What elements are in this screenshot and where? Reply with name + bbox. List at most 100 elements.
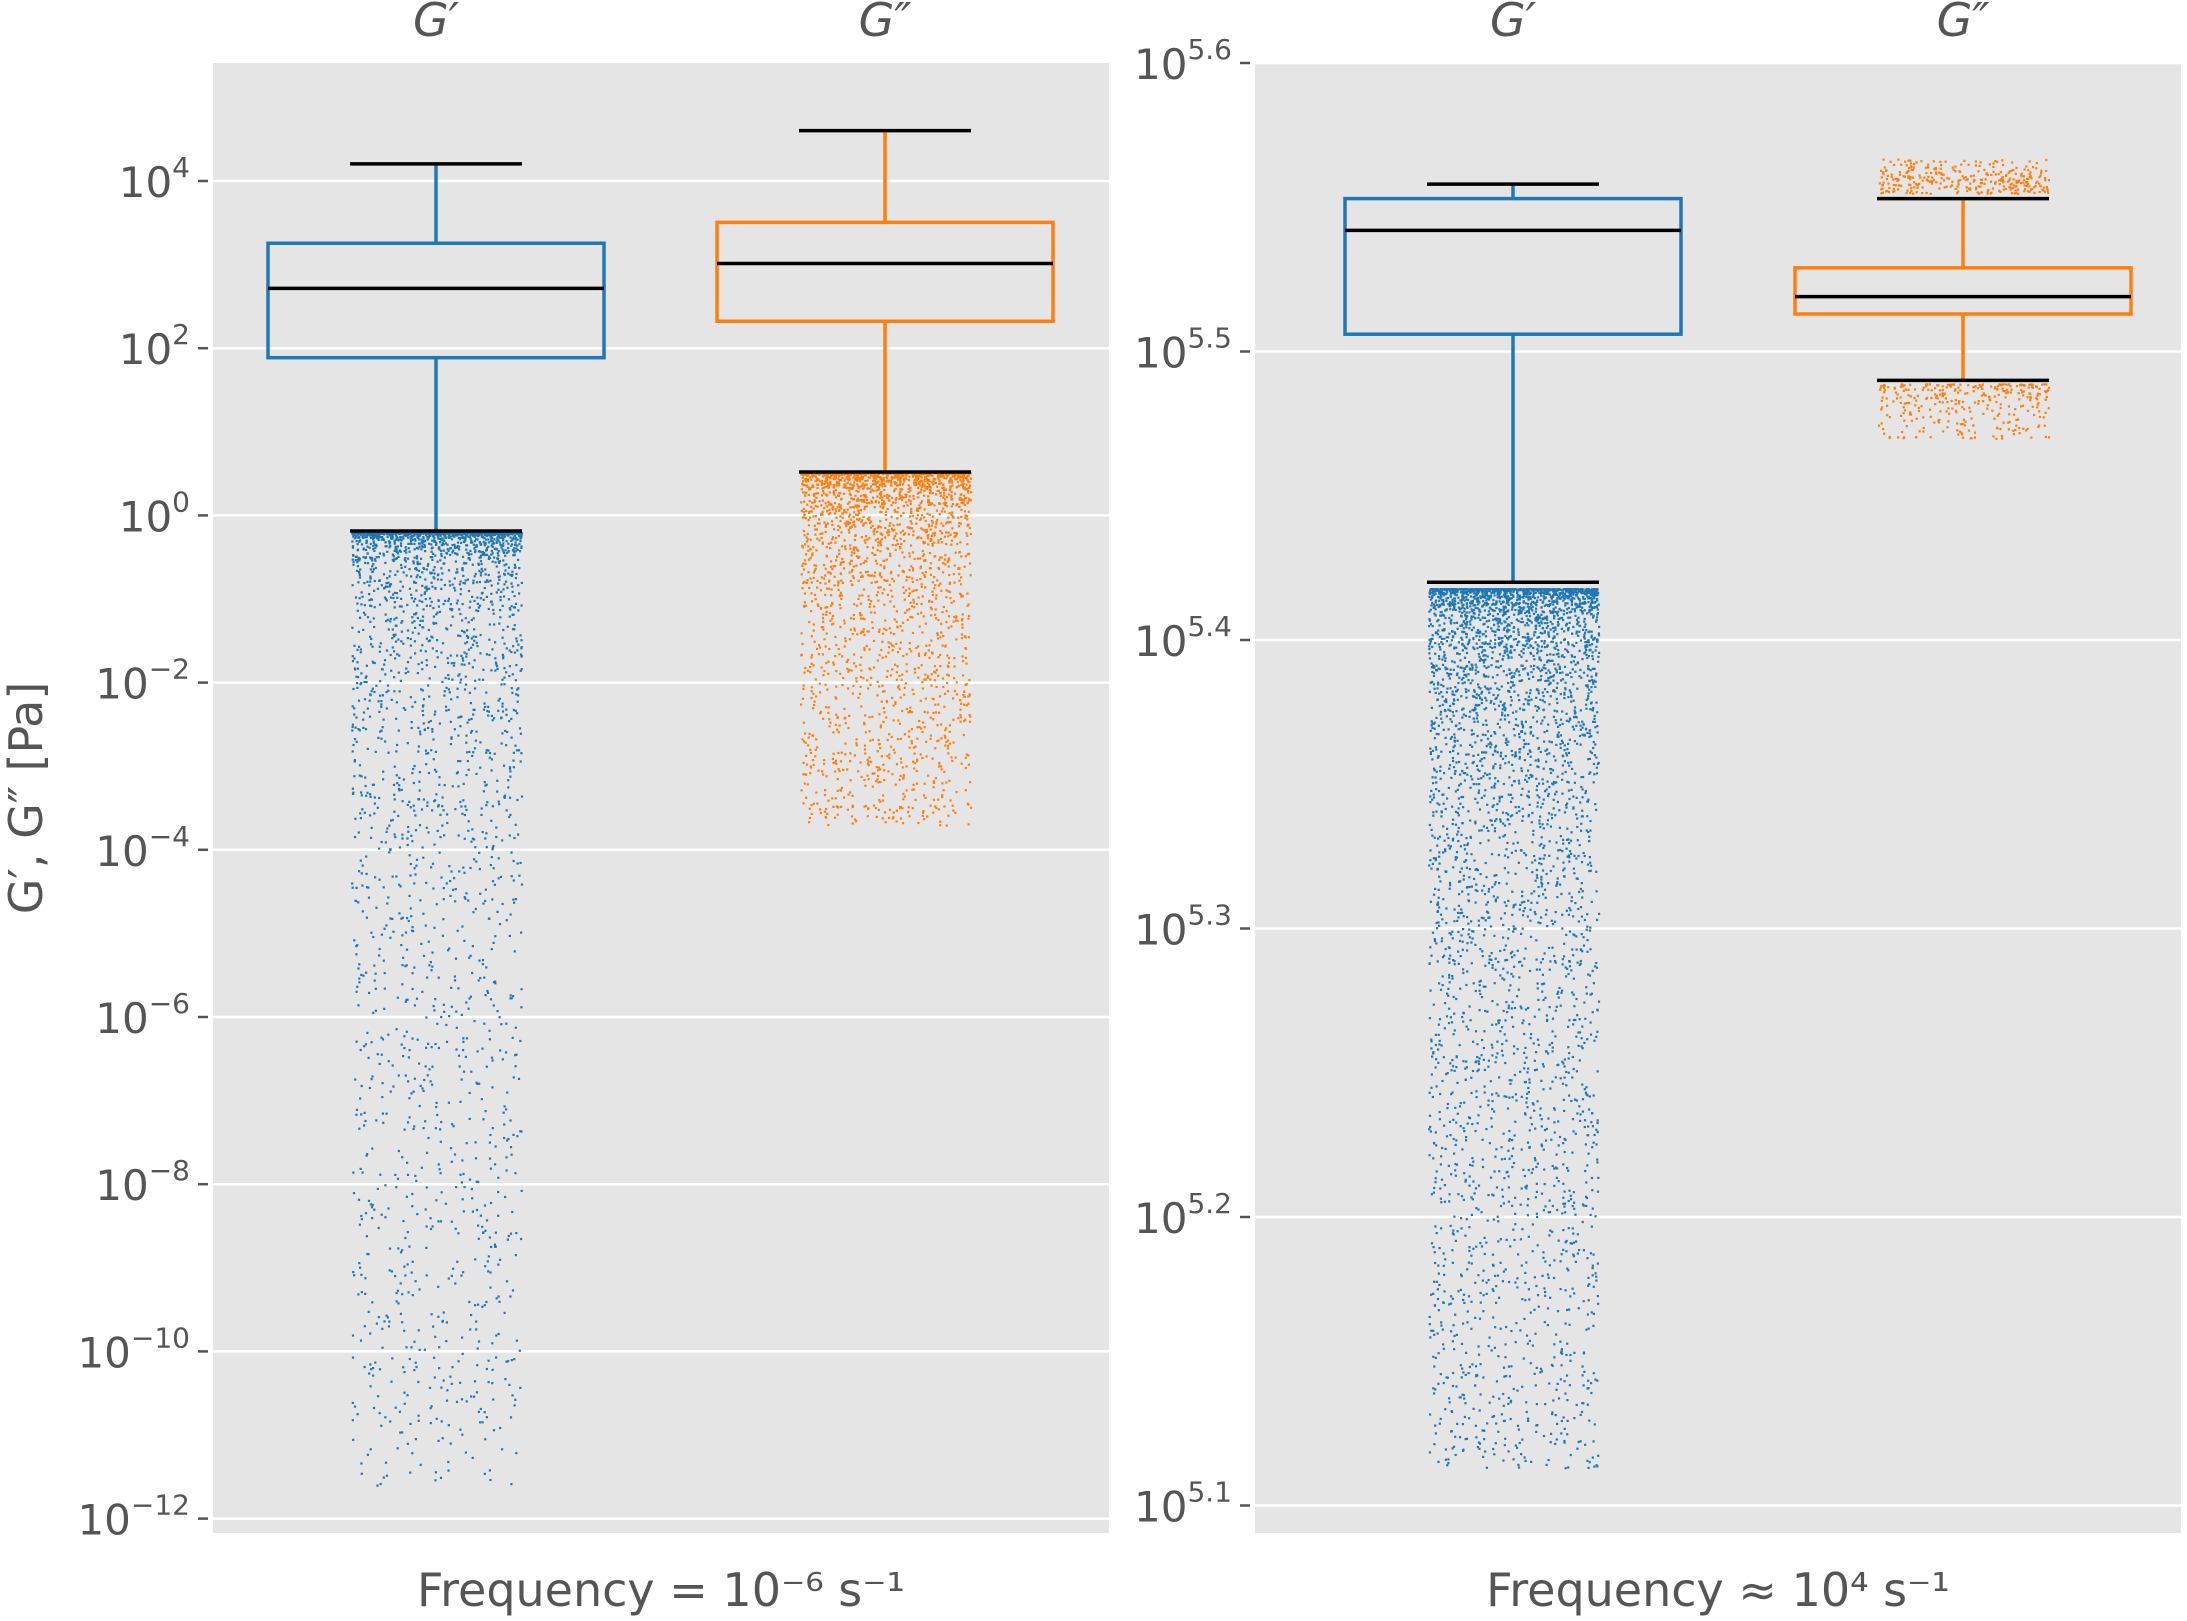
outlier-point — [468, 558, 471, 561]
outlier-point — [807, 493, 810, 497]
outlier-point — [842, 567, 846, 570]
outlier-point — [843, 645, 846, 648]
outlier-point — [457, 1360, 460, 1363]
outlier-point — [918, 726, 921, 729]
outlier-point — [871, 785, 874, 788]
outlier-point — [935, 523, 938, 526]
outlier-point — [891, 527, 894, 530]
outlier-point — [859, 480, 862, 483]
outlier-point — [423, 591, 427, 594]
outlier-point — [895, 809, 898, 812]
outlier-point — [828, 647, 831, 651]
outlier-point — [509, 1119, 512, 1122]
outlier-point — [403, 1035, 406, 1038]
outlier-point — [366, 552, 369, 555]
outlier-point — [896, 665, 899, 668]
outlier-point — [462, 1271, 465, 1274]
outlier-point — [931, 532, 935, 535]
outlier-point — [353, 534, 356, 537]
outlier-point — [503, 572, 506, 575]
outlier-point — [803, 513, 806, 516]
outlier-point — [866, 538, 869, 541]
outlier-point — [825, 479, 828, 482]
outlier-point — [930, 524, 933, 527]
outlier-point — [909, 500, 912, 503]
outlier-point — [958, 572, 961, 576]
outlier-point — [424, 578, 427, 581]
outlier-point — [933, 576, 936, 579]
outlier-point — [440, 651, 443, 654]
outlier-point — [948, 779, 951, 782]
outlier-point — [469, 549, 472, 552]
outlier-point — [488, 1141, 491, 1144]
outlier-point — [960, 576, 963, 579]
outlier-point — [426, 537, 429, 540]
outlier-point — [875, 481, 878, 484]
outlier-point — [515, 1053, 518, 1056]
outlier-point — [445, 1040, 449, 1043]
outlier-point — [855, 604, 859, 607]
outlier-point — [424, 924, 427, 927]
outlier-point — [897, 574, 900, 577]
outlier-point — [871, 621, 874, 624]
outlier-point — [903, 598, 906, 601]
outlier-point — [484, 1438, 487, 1441]
outlier-point — [802, 740, 806, 743]
outlier-point — [365, 539, 368, 542]
outlier-point — [950, 490, 953, 494]
outlier-point — [505, 809, 508, 812]
outlier-point — [947, 739, 950, 742]
outlier-point — [440, 1015, 443, 1019]
outlier-point — [519, 760, 522, 763]
outlier-point — [836, 716, 839, 719]
outlier-point — [853, 627, 856, 630]
outlier-point — [437, 599, 440, 602]
outlier-point — [885, 518, 888, 521]
outlier-point — [935, 493, 938, 496]
outlier-point — [961, 498, 964, 501]
outlier-point — [370, 598, 374, 601]
outlier-point — [937, 619, 940, 622]
outlier-point — [352, 1192, 356, 1195]
outlier-point — [856, 548, 859, 551]
outlier-point — [514, 537, 518, 540]
outlier-point — [848, 714, 851, 717]
outlier-point — [871, 524, 874, 527]
outlier-point — [952, 718, 955, 721]
outlier-point — [427, 1136, 430, 1140]
outlier-point — [430, 1313, 433, 1316]
outlier-point — [856, 479, 859, 482]
outlier-point — [519, 732, 522, 735]
outlier-point — [411, 705, 414, 708]
outlier-point — [425, 1186, 428, 1189]
outlier-point — [878, 483, 882, 486]
outlier-point — [374, 987, 377, 990]
outlier-point — [827, 587, 831, 590]
outlier-point — [475, 1180, 478, 1183]
outlier-point — [837, 768, 840, 771]
outlier-point — [368, 584, 371, 587]
outlier-point — [846, 478, 850, 481]
outlier-point — [408, 854, 411, 857]
outlier-point — [381, 1346, 384, 1349]
outlier-point — [909, 486, 912, 489]
outlier-point — [407, 825, 410, 829]
outlier-point — [411, 532, 415, 535]
outlier-point — [381, 1038, 385, 1041]
outlier-point — [486, 991, 490, 994]
outlier-point — [481, 570, 484, 573]
outlier-point — [814, 528, 817, 531]
outlier-point — [923, 484, 926, 487]
outlier-point — [468, 718, 471, 721]
outlier-point — [890, 481, 893, 484]
outlier-point — [832, 505, 835, 508]
outlier-point — [929, 528, 932, 531]
outlier-point — [846, 481, 849, 484]
outlier-point — [405, 948, 409, 951]
outlier-point — [862, 630, 865, 633]
outlier-point — [849, 544, 852, 547]
outlier-point — [879, 492, 882, 495]
outlier-point — [508, 796, 512, 799]
outlier-point — [896, 484, 899, 487]
outlier-point — [406, 1173, 410, 1176]
